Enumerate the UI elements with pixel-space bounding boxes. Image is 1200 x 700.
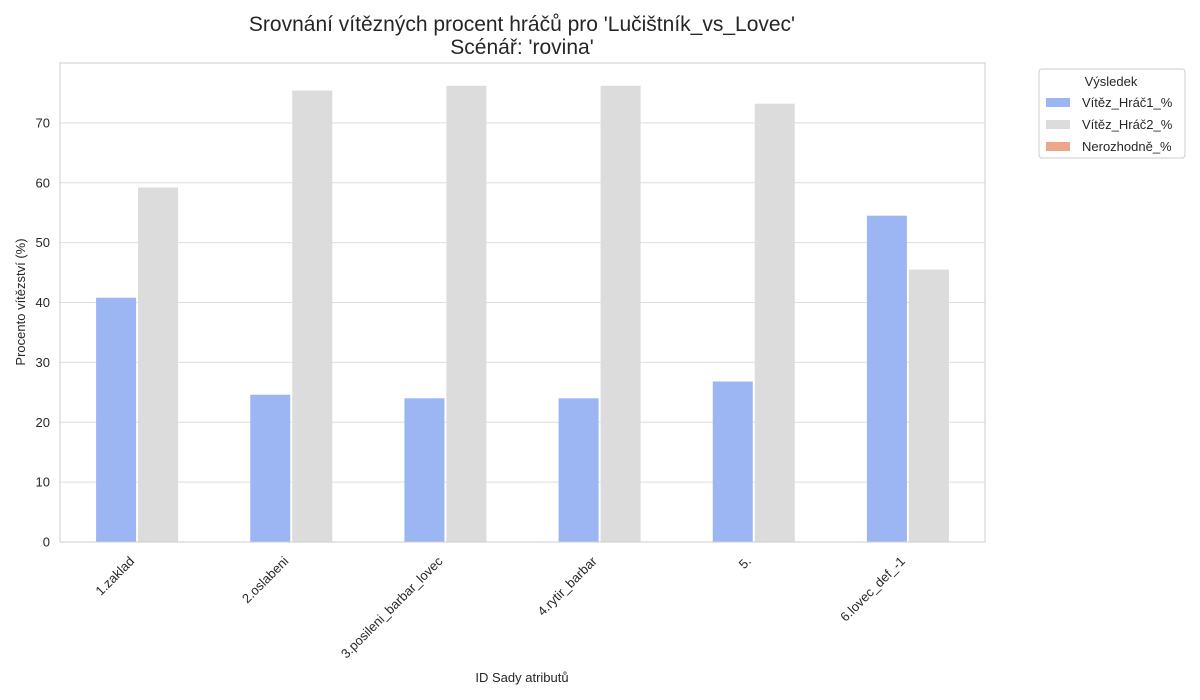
x-tick-label: 5. (736, 554, 754, 572)
bar-2-2 (292, 90, 333, 542)
y-axis-label: Procento vítězství (%) (13, 238, 28, 365)
bar-1-3 (404, 398, 445, 542)
x-tick-label: 1.zaklad (92, 554, 137, 599)
bar-1-4 (558, 398, 599, 542)
x-tick-label: 6.lovec_def_-1 (837, 554, 908, 625)
y-tick-label: 10 (36, 475, 50, 490)
bars (96, 85, 949, 543)
bar-2-6 (908, 269, 949, 542)
y-tick-label: 20 (36, 415, 50, 430)
x-tick-label: 2.oslabeni (239, 553, 292, 606)
legend-label-3: Nerozhodně_% (1082, 139, 1172, 154)
bar-2-4 (600, 85, 641, 542)
bar-1-1 (96, 297, 137, 542)
x-tick-label: 3.posileni_barbar_lovec (338, 553, 446, 661)
legend-frame (1038, 68, 1186, 159)
legend-label-1: Vítěz_Hráč1_% (1082, 95, 1173, 110)
chart-subtitle: Scénář: 'rovina' (450, 36, 593, 59)
y-tick-label: 0 (43, 535, 50, 550)
grid-lines (60, 122, 985, 543)
bar-2-3 (446, 85, 487, 542)
legend-label-2: Vítěz_Hráč2_% (1082, 117, 1173, 132)
legend-swatch-3 (1046, 142, 1070, 151)
legend-swatch-2 (1046, 120, 1070, 129)
bar-1-5 (712, 381, 753, 542)
chart-title: Srovnání vítězných procent hráčů pro 'Lu… (249, 13, 795, 36)
plot-frame (59, 62, 986, 543)
y-axis: 0 10 20 30 40 50 60 70 (36, 115, 50, 549)
bar-2-1 (138, 187, 179, 543)
legend-swatch-1 (1046, 98, 1070, 107)
legend: Výsledek Vítěz_Hráč1_% Vítěz_Hráč2_% Neroz… (1038, 68, 1186, 159)
y-tick-label: 50 (36, 235, 50, 250)
x-axis: 1.zaklad 2.oslabeni 3.posileni_barbar_love… (92, 553, 908, 661)
bar-1-2 (250, 394, 291, 542)
legend-title: Výsledek (1085, 74, 1138, 89)
y-tick-label: 30 (36, 355, 50, 370)
bar-1-6 (866, 215, 907, 542)
bar-2-5 (754, 103, 795, 542)
y-tick-label: 70 (36, 115, 50, 130)
x-axis-label: ID Sady atributů (475, 670, 568, 685)
y-tick-label: 60 (36, 175, 50, 190)
x-tick-label: 4.rytir_barbar (534, 553, 600, 619)
y-tick-label: 40 (36, 295, 50, 310)
